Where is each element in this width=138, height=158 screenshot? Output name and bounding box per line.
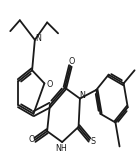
Text: N: N: [35, 34, 41, 43]
Text: S: S: [90, 137, 95, 146]
Text: NH: NH: [56, 144, 67, 153]
Text: N: N: [79, 91, 85, 100]
Text: O: O: [68, 57, 75, 66]
Text: O: O: [29, 135, 35, 144]
Text: O: O: [46, 80, 52, 89]
